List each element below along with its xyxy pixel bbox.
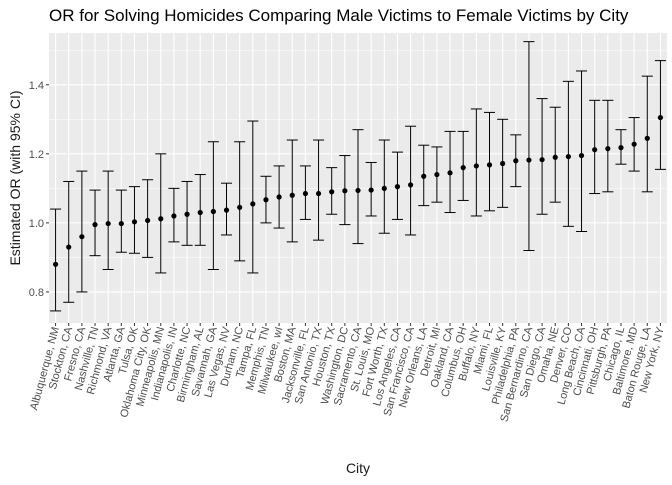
point — [171, 213, 177, 219]
point — [605, 146, 611, 152]
error-bar — [76, 170, 88, 293]
point — [513, 158, 519, 164]
error-bar — [286, 139, 298, 243]
point — [381, 185, 387, 191]
error-bar — [207, 141, 219, 270]
point — [92, 222, 98, 228]
error-bar — [102, 170, 114, 270]
point — [329, 189, 335, 195]
error-bar — [234, 141, 246, 262]
point — [592, 147, 598, 153]
point — [486, 162, 493, 168]
y-tick-label: 1.0 — [29, 218, 44, 230]
point — [79, 234, 85, 240]
x-axis-title: City — [346, 460, 370, 476]
point — [315, 190, 322, 197]
y-tick-label: 1.2 — [29, 149, 44, 161]
point — [447, 170, 453, 176]
error-bar — [405, 125, 417, 236]
point — [223, 207, 230, 213]
error-bar — [247, 120, 259, 274]
point — [289, 192, 295, 198]
error-bar — [352, 129, 364, 245]
point — [52, 261, 59, 267]
error-bar — [641, 75, 653, 193]
error-bar — [470, 108, 482, 217]
point — [118, 220, 124, 227]
point — [657, 114, 664, 121]
error-bar — [63, 180, 75, 303]
point — [131, 219, 138, 225]
point — [342, 188, 348, 194]
error-bar — [313, 139, 325, 241]
chart-title: OR for Solving Homicides Comparing Male … — [49, 6, 629, 25]
error-bar — [536, 98, 548, 215]
point — [526, 157, 532, 163]
point — [394, 184, 401, 190]
point — [302, 190, 309, 197]
y-tick-label: 1.4 — [29, 80, 44, 92]
point — [184, 211, 190, 217]
error-bar — [562, 80, 574, 227]
point — [197, 209, 203, 216]
point — [407, 182, 414, 188]
point — [552, 154, 558, 160]
y-tick-label: 0.8 — [29, 287, 44, 299]
point — [105, 220, 111, 227]
point — [460, 165, 466, 171]
y-axis-title: Estimated OR (with 95% CI) — [7, 90, 23, 265]
error-bar — [155, 153, 167, 274]
point — [539, 157, 545, 163]
error-bar — [589, 99, 601, 195]
point — [250, 201, 256, 207]
error-bar — [576, 70, 588, 233]
y-axis: 0.8 1.0 1.2 1.4 — [29, 80, 49, 299]
point — [434, 171, 440, 178]
error-bar — [50, 208, 62, 312]
point — [578, 152, 585, 159]
point — [263, 197, 269, 203]
points — [52, 114, 664, 267]
point — [565, 153, 571, 160]
point — [618, 145, 624, 151]
point — [644, 135, 650, 141]
point — [500, 160, 506, 167]
point — [145, 217, 151, 224]
point — [66, 244, 72, 250]
point — [237, 204, 243, 210]
point — [210, 208, 216, 215]
error-bar — [523, 41, 535, 251]
point — [276, 194, 282, 200]
point — [368, 187, 374, 193]
point — [631, 141, 637, 147]
point — [158, 216, 164, 222]
error-bar — [483, 111, 496, 212]
point — [473, 163, 479, 169]
point — [355, 187, 361, 194]
point — [421, 173, 427, 179]
